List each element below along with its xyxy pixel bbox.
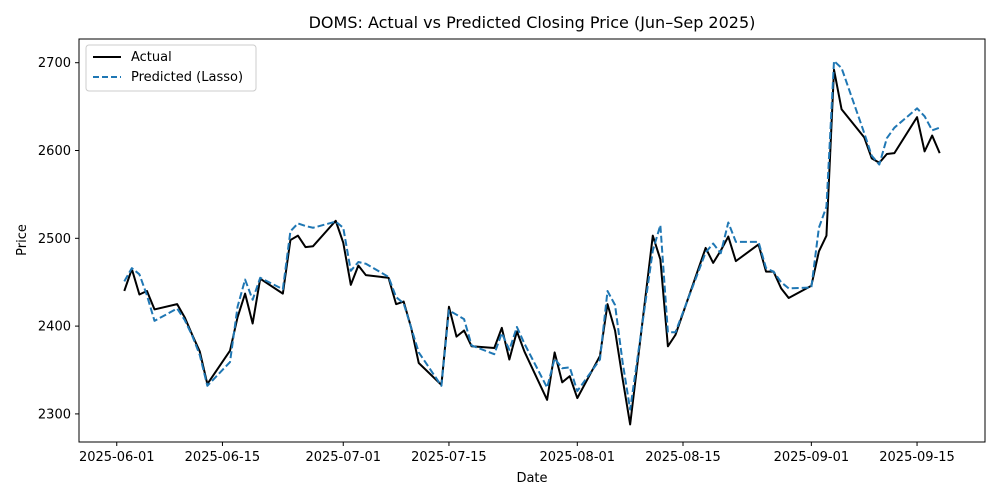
y-tick-label: 2500 bbox=[38, 232, 71, 247]
x-axis-ticks: 2025-06-01 2025-06-15 2025-07-01 2025-07-15… bbox=[79, 442, 955, 465]
y-axis-label: Price bbox=[15, 224, 30, 256]
y-tick-label: 2600 bbox=[38, 144, 71, 159]
y-tick-label: 2400 bbox=[38, 320, 71, 335]
x-tick-label: 2025-07-15 bbox=[411, 450, 487, 465]
plot-frame bbox=[78, 38, 986, 443]
x-tick-label: 2025-08-15 bbox=[645, 450, 721, 465]
y-axis-ticks: 2300 2400 2500 2600 2700 bbox=[38, 56, 79, 422]
x-tick-label: 2025-06-15 bbox=[185, 450, 261, 465]
series-line-actual bbox=[123, 68, 941, 426]
legend-label-actual: Actual bbox=[131, 50, 172, 65]
x-tick-label: 2025-06-01 bbox=[79, 450, 155, 465]
x-tick-label: 2025-07-01 bbox=[305, 450, 381, 465]
legend-frame bbox=[85, 44, 257, 92]
plot-series bbox=[123, 59, 941, 426]
legend: Actual Predicted (Lasso) bbox=[85, 44, 257, 92]
legend-label-predicted: Predicted (Lasso) bbox=[131, 70, 243, 85]
y-tick-label: 2700 bbox=[38, 56, 71, 71]
y-tick-label: 2300 bbox=[38, 407, 71, 422]
x-tick-label: 2025-09-01 bbox=[774, 450, 850, 465]
x-tick-label: 2025-08-01 bbox=[540, 450, 616, 465]
chart-title: DOMS: Actual vs Predicted Closing Price … bbox=[309, 13, 756, 32]
x-axis-label: Date bbox=[516, 471, 547, 486]
x-tick-label: 2025-09-15 bbox=[879, 450, 955, 465]
